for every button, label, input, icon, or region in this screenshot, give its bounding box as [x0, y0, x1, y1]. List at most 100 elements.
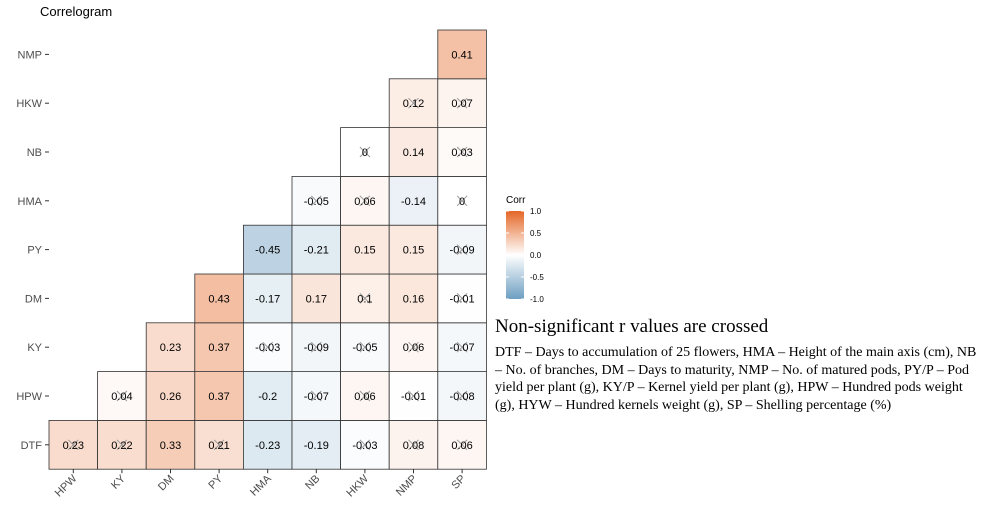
- x-tick-label: HMA: [248, 472, 274, 498]
- cell-value-label: 0.07: [451, 98, 472, 110]
- cell-value-label: 0.08: [403, 440, 424, 452]
- corr-cell: [194, 371, 244, 421]
- x-tick-label: DM: [156, 473, 177, 494]
- cell-value-label: 0.06: [451, 440, 472, 452]
- cell-value-label: 0.14: [403, 147, 424, 159]
- cell-value-label: 0.22: [111, 440, 132, 452]
- cell-value-label: 0: [362, 147, 368, 159]
- cross-mark: [408, 390, 419, 402]
- cell-value-label: 0.03: [451, 147, 472, 159]
- legend-tick-label: -1.0: [530, 295, 544, 304]
- cross-mark: [456, 293, 468, 304]
- x-tick-label: NMP: [394, 473, 420, 499]
- cross-mark: [116, 439, 128, 451]
- cross-mark: [456, 146, 468, 158]
- cell-value-label: -0.08: [450, 391, 475, 403]
- cell-value-label: 0.06: [403, 342, 424, 354]
- cell-value-label: 0.15: [403, 245, 424, 257]
- corr-cell: [388, 175, 439, 226]
- cell-value-label: -0.01: [401, 391, 426, 403]
- cell-value-label: 0.41: [451, 49, 472, 61]
- x-tick-label: HKW: [344, 472, 371, 499]
- y-tick-label: PY: [27, 245, 42, 257]
- cell-value-label: -0.19: [304, 440, 329, 452]
- cell-value-label: -0.07: [304, 391, 329, 403]
- note-title: Non-significant r values are crossed: [495, 316, 769, 337]
- cross-mark: [116, 390, 128, 402]
- cross-mark: [67, 439, 79, 451]
- cross-mark: [408, 341, 419, 353]
- legend-colorbar: [506, 211, 524, 299]
- cell-value-label: 0.23: [63, 440, 84, 452]
- cell-value-label: -0.21: [304, 245, 329, 257]
- corr-cell: [194, 273, 244, 324]
- cross-mark: [456, 341, 468, 353]
- legend-tick-label: 1.0: [530, 207, 542, 216]
- cross-mark: [262, 341, 274, 353]
- cell-value-label: 0.06: [354, 196, 375, 208]
- cell-value-label: 0.1: [357, 293, 372, 305]
- x-tick-label: PY: [206, 472, 225, 491]
- y-tick-label: HMA: [18, 196, 43, 208]
- cross-mark: [359, 390, 371, 402]
- corr-cell: [145, 371, 196, 421]
- cell-value-label: -0.45: [255, 245, 280, 257]
- corr-cell: [194, 322, 244, 372]
- y-tick-label: HPW: [16, 391, 42, 403]
- legend-note: Non-significant r values are crossed DTF…: [495, 316, 980, 414]
- cross-mark: [456, 390, 468, 402]
- corr-cell: [145, 322, 196, 372]
- cell-value-label: 0.17: [306, 293, 327, 305]
- cell-value-label: 0.37: [208, 391, 229, 403]
- corr-cell: [291, 273, 341, 324]
- cell-value-label: 0.06: [354, 391, 375, 403]
- y-tick-label: KY: [27, 342, 42, 354]
- y-tick-label: DM: [25, 293, 42, 305]
- cross-mark: [359, 439, 371, 451]
- corr-cell: [242, 273, 293, 324]
- note-text: DTF – Days to accumulation of 25 flowers…: [495, 345, 977, 413]
- cell-value-label: 0: [459, 196, 465, 208]
- legend-tick-label: 0.5: [530, 229, 542, 238]
- cell-value-label: 0.43: [208, 293, 229, 305]
- x-tick-label: HPW: [53, 472, 80, 499]
- cell-value-label: -0.23: [255, 440, 280, 452]
- corr-cell: [242, 224, 293, 275]
- cross-mark: [213, 439, 225, 451]
- cell-value-label: 0.16: [403, 293, 424, 305]
- cross-mark: [456, 244, 468, 255]
- cross-mark: [456, 195, 468, 207]
- cross-mark: [408, 439, 419, 451]
- x-tick-label: NB: [303, 473, 322, 492]
- cell-value-label: 0.26: [160, 391, 181, 403]
- x-tick-label: SP: [449, 473, 468, 492]
- cell-value-label: 0.33: [160, 440, 181, 452]
- corr-cell: [291, 175, 341, 226]
- cell-value-label: 0.12: [403, 98, 424, 110]
- corr-cell: [291, 419, 341, 470]
- legend-tick-label: 0.0: [530, 251, 542, 260]
- y-tick-label: HKW: [16, 98, 42, 110]
- cross-mark: [408, 97, 419, 109]
- cross-mark: [310, 195, 322, 207]
- y-tick-label: DTF: [21, 440, 43, 452]
- corr-cell: [437, 29, 487, 80]
- cross-mark: [359, 146, 371, 158]
- cell-value-label: 0.21: [208, 440, 229, 452]
- cell-value-label: -0.09: [450, 245, 475, 257]
- legend-title: Corr: [506, 195, 526, 206]
- cross-mark: [359, 341, 371, 353]
- legend-tick-label: -0.5: [530, 273, 544, 282]
- cell-value-label: 0.04: [111, 391, 132, 403]
- cell-value-label: -0.17: [255, 293, 280, 305]
- y-tick-label: NB: [27, 147, 42, 159]
- cell-value-label: -0.05: [304, 196, 329, 208]
- cell-value-label: -0.2: [258, 391, 277, 403]
- cell-value-label: -0.09: [304, 342, 329, 354]
- cell-value-label: 0.37: [208, 342, 229, 354]
- cross-mark: [456, 97, 468, 109]
- cell-value-label: 0.23: [160, 342, 181, 354]
- cross-mark: [310, 341, 322, 353]
- cross-mark: [359, 293, 371, 304]
